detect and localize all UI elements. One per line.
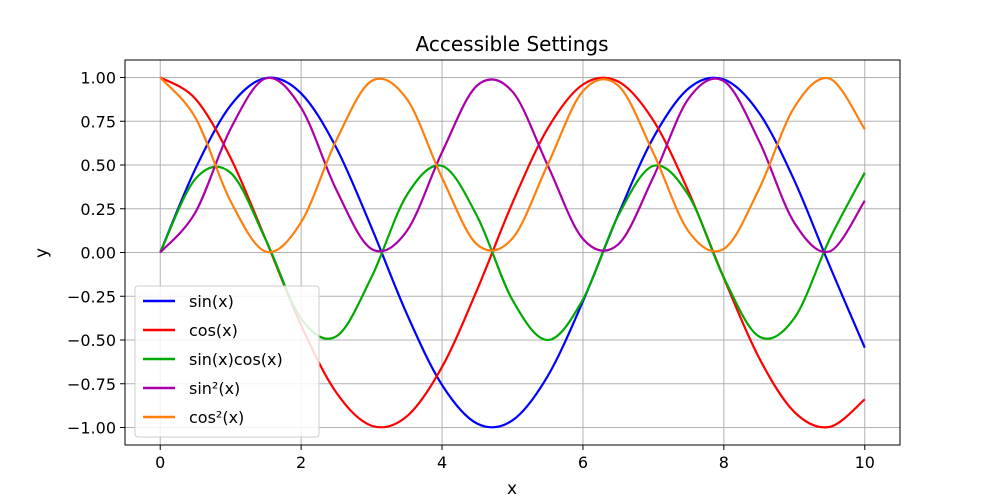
legend-label: sin²(x): [189, 379, 240, 398]
series-line-3: [159, 76, 866, 254]
legend: sin(x)cos(x)sin(x)cos(x)sin²(x)cos²(x): [134, 285, 320, 438]
legend-label: sin(x): [189, 292, 234, 311]
y-tick-label: 0.50: [80, 156, 116, 175]
legend-label: sin(x)cos(x): [189, 350, 283, 369]
y-tick-label: 0.75: [80, 112, 116, 131]
legend-label: cos²(x): [189, 408, 244, 427]
series-line-4: [159, 76, 866, 254]
x-axis-label: x: [507, 479, 517, 499]
y-tick-label: −0.75: [67, 375, 116, 394]
legend-box: [134, 285, 320, 438]
plot-series: [159, 76, 866, 429]
legend-label: cos(x): [189, 321, 238, 340]
x-tick-label: 4: [437, 453, 447, 472]
y-tick-label: 1.00: [80, 69, 116, 88]
y-tick-label: 0.25: [80, 200, 116, 219]
series-line-0: [159, 76, 866, 429]
y-tick-label: −0.25: [67, 287, 116, 306]
x-tick-label: 10: [855, 453, 875, 472]
y-axis-label: y: [32, 248, 52, 258]
y-axis-ticks: −1.00 −0.75 −0.50 −0.25 0.00 0.25 0.50 0.75 1.00: [67, 69, 125, 438]
chart-title: Accessible Settings: [416, 32, 609, 56]
y-tick-label: −0.50: [67, 331, 116, 350]
x-tick-label: 8: [719, 453, 729, 472]
series-line-2: [159, 164, 866, 342]
y-tick-label: 0.00: [80, 244, 116, 263]
grid: [125, 60, 900, 445]
x-tick-label: 6: [578, 453, 588, 472]
y-tick-label: −1.00: [67, 419, 116, 438]
x-tick-label: 0: [155, 453, 165, 472]
x-axis-ticks: 0 2 4 6 8 10: [155, 445, 875, 472]
x-tick-label: 2: [296, 453, 306, 472]
